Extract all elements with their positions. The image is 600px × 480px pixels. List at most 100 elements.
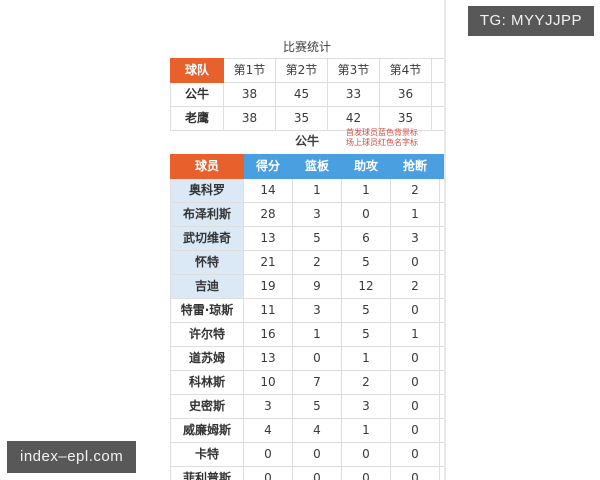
player-stat-ast: 5	[341, 298, 391, 323]
table-row: 史密斯35300	[170, 394, 444, 419]
player-stat-ast: 2	[341, 370, 391, 395]
player-stat-blk: 0	[439, 298, 444, 323]
player-stat-pts: 19	[243, 274, 293, 299]
player-stat-stl: 0	[390, 370, 440, 395]
player-stat-blk: 2	[439, 202, 444, 227]
player-stat-ast: 1	[341, 346, 391, 371]
player-name: 特雷·琼斯	[170, 298, 244, 323]
player-stat-reb: 0	[292, 466, 342, 480]
player-stat-pts: 0	[243, 466, 293, 480]
player-stat-stl: 0	[390, 250, 440, 275]
player-stat-reb: 4	[292, 418, 342, 443]
player-stat-stl: 1	[390, 202, 440, 227]
player-stat-pts: 11	[243, 298, 293, 323]
player-name: 奥科罗	[170, 178, 244, 203]
player-stat-reb: 1	[292, 322, 342, 347]
player-name: 布泽利斯	[170, 202, 244, 227]
table-row: 武切维奇135630	[170, 226, 444, 251]
box-score-team-name: 公牛	[170, 82, 224, 107]
player-stat-blk: 0	[439, 274, 444, 299]
player-stat-reb: 0	[292, 442, 342, 467]
box-score-cell-q4: 36	[379, 82, 432, 107]
team-name-title: 公牛	[294, 134, 319, 148]
player-stat-ast: 3	[341, 394, 391, 419]
box-score-col-q2: 第2节	[275, 58, 328, 83]
site-watermark: index–epl.com	[7, 441, 137, 473]
player-stats-table: 球员 得分 篮板 助攻 抢断 盖帽 奥科罗141120布泽利斯283012武切维…	[170, 154, 444, 480]
player-stat-reb: 5	[292, 394, 342, 419]
player-stat-blk: 0	[439, 466, 444, 480]
player-stat-ast: 0	[341, 466, 391, 480]
player-stat-pts: 28	[243, 202, 293, 227]
player-stat-pts: 13	[243, 346, 293, 371]
player-stat-stl: 3	[390, 226, 440, 251]
player-stat-reb: 1	[292, 178, 342, 203]
player-stat-reb: 9	[292, 274, 342, 299]
player-stat-ast: 0	[341, 202, 391, 227]
box-score-cell-q2: 35	[275, 106, 328, 131]
player-name: 威廉姆斯	[170, 418, 244, 443]
box-score-cell-q3: 33	[327, 82, 380, 107]
player-stat-blk: 0	[439, 418, 444, 443]
box-score-col-q1: 第1节	[223, 58, 276, 83]
player-stat-reb: 7	[292, 370, 342, 395]
player-stats-section: 公牛 首发球员蓝色背景标 场上球员红色名字标 球员 得分 篮板 助攻 抢断 盖帽…	[170, 126, 444, 480]
table-row: 怀特212500	[170, 250, 444, 275]
player-stat-ast: 6	[341, 226, 391, 251]
player-stat-stl: 0	[390, 346, 440, 371]
player-stat-reb: 0	[292, 346, 342, 371]
player-stat-pts: 16	[243, 322, 293, 347]
player-stat-stl: 2	[390, 178, 440, 203]
player-stat-ast: 0	[341, 442, 391, 467]
table-row: 吉迪1991220	[170, 274, 444, 299]
player-name: 道苏姆	[170, 346, 244, 371]
box-score-title: 比赛统计	[170, 36, 444, 58]
player-name: 菲利普斯	[170, 466, 244, 480]
player-stat-pts: 10	[243, 370, 293, 395]
player-name: 吉迪	[170, 274, 244, 299]
player-name: 武切维奇	[170, 226, 244, 251]
table-row: 许尔特161511	[170, 322, 444, 347]
player-stat-blk: 0	[439, 442, 444, 467]
player-col-stl: 抢断	[390, 154, 440, 179]
player-name: 史密斯	[170, 394, 244, 419]
player-stat-ast: 1	[341, 418, 391, 443]
player-stat-pts: 14	[243, 178, 293, 203]
player-col-ast: 助攻	[341, 154, 391, 179]
player-col-name: 球员	[170, 154, 244, 179]
player-stat-blk: 0	[439, 226, 444, 251]
player-stats-header: 公牛 首发球员蓝色背景标 场上球员红色名字标	[170, 126, 444, 154]
box-score-cell-q3: 42	[327, 106, 380, 131]
player-stat-reb: 5	[292, 226, 342, 251]
player-name: 卡特	[170, 442, 244, 467]
player-stat-blk: 0	[439, 250, 444, 275]
player-stat-pts: 3	[243, 394, 293, 419]
box-score-col-q3: 第3节	[327, 58, 380, 83]
box-score-cell-total: 152	[431, 82, 444, 107]
player-stat-stl: 0	[390, 298, 440, 323]
telegram-watermark: TG: MYYJJPP	[467, 6, 594, 36]
table-row: 威廉姆斯44100	[170, 418, 444, 443]
player-stat-blk: 0	[439, 346, 444, 371]
player-stat-pts: 0	[243, 442, 293, 467]
table-row: 卡特00000	[170, 442, 444, 467]
box-score-team-name: 老鹰	[170, 106, 224, 131]
player-name: 怀特	[170, 250, 244, 275]
table-row: 特雷·琼斯113500	[170, 298, 444, 323]
table-row: 科林斯107200	[170, 370, 444, 395]
player-stat-pts: 21	[243, 250, 293, 275]
player-stat-stl: 0	[390, 394, 440, 419]
box-score-cell-q1: 38	[223, 82, 276, 107]
player-stat-reb: 3	[292, 202, 342, 227]
player-name: 科林斯	[170, 370, 244, 395]
box-score-col-total: 全场	[431, 58, 444, 83]
table-row: 布泽利斯283012	[170, 202, 444, 227]
player-stat-reb: 2	[292, 250, 342, 275]
player-stat-ast: 5	[341, 250, 391, 275]
player-col-blk: 盖帽	[439, 154, 444, 179]
player-name: 许尔特	[170, 322, 244, 347]
player-stat-stl: 2	[390, 274, 440, 299]
box-score-col-team: 球队	[170, 58, 224, 83]
player-col-pts: 得分	[243, 154, 293, 179]
box-score-cell-q4: 35	[379, 106, 432, 131]
